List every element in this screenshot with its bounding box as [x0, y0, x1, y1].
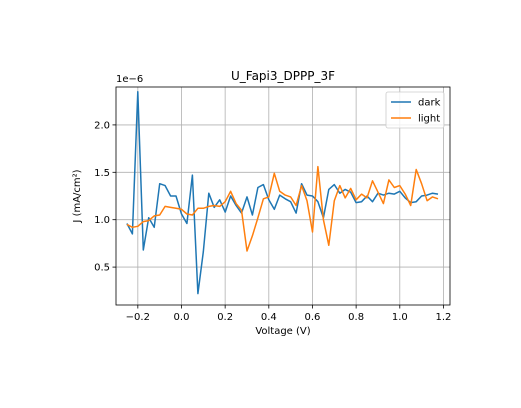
y-axis-label: J (mA/cm²) [72, 169, 83, 223]
x-tick-label: 0.4 [261, 312, 277, 323]
legend-label-dark: dark [418, 98, 441, 109]
y-tick-label: 2.0 [94, 120, 110, 131]
legend-label-light: light [418, 114, 440, 125]
y-tick-label: 1.0 [94, 215, 110, 226]
x-tick-label: 1.0 [392, 312, 408, 323]
series-layer [126, 90, 439, 295]
y-tick-label: 1.5 [94, 168, 110, 179]
x-tick-label: 0.2 [217, 312, 233, 323]
x-axis-label: Voltage (V) [255, 326, 310, 337]
y-tick-label: 0.5 [94, 263, 110, 274]
x-tick-label: 0.0 [174, 312, 190, 323]
axes-frame [115, 86, 451, 306]
x-tick-label: 0.8 [348, 312, 364, 323]
legend: dark light [385, 91, 445, 129]
x-tick-label: 0.6 [305, 312, 321, 323]
legend-box [385, 91, 445, 129]
x-tick-label: −0.2 [126, 312, 150, 323]
ticks: −0.2 0.0 0.2 0.4 0.6 0.8 1.0 1.2 0.5 1.0 1.5 2.0 [94, 120, 451, 323]
chart-title: U_Fapi3_DPPP_3F [231, 69, 335, 83]
y-offset-label: 1e−6 [116, 74, 143, 85]
series-line-light [126, 165, 439, 252]
x-tick-label: 1.2 [435, 312, 451, 323]
